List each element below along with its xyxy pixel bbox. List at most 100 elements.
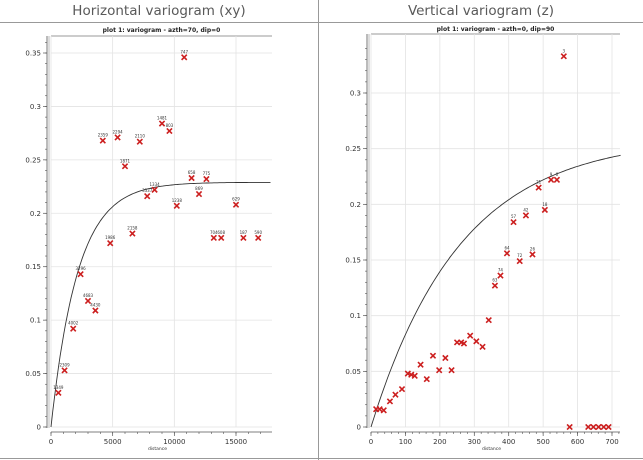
point-marker-stroke bbox=[408, 371, 415, 378]
point-marker-stroke bbox=[376, 406, 383, 413]
point-label: 1871 bbox=[120, 158, 131, 163]
point-label: 2359 bbox=[98, 133, 109, 138]
point-label: 26 bbox=[530, 246, 536, 251]
point-marker-stroke bbox=[473, 338, 480, 345]
point-marker-stroke bbox=[423, 375, 430, 383]
point-marker-stroke bbox=[535, 184, 542, 191]
x-tick-label: 100 bbox=[399, 438, 412, 446]
point-marker-stroke bbox=[386, 398, 394, 405]
data-point bbox=[392, 391, 399, 398]
point-label: 42 bbox=[523, 207, 529, 212]
point-marker-stroke bbox=[77, 271, 84, 278]
data-point: 2110 bbox=[135, 134, 146, 145]
data-point bbox=[485, 316, 492, 324]
point-marker-stroke bbox=[107, 240, 114, 247]
data-point bbox=[466, 332, 474, 339]
data-point bbox=[473, 338, 480, 345]
data-point: 1481 bbox=[157, 116, 168, 127]
y-tick-label: 0.2 bbox=[30, 210, 41, 218]
point-marker-stroke bbox=[429, 352, 437, 359]
data-point bbox=[436, 367, 443, 374]
point-label: 608 bbox=[217, 230, 225, 235]
data-point: 3 bbox=[560, 48, 567, 60]
data-point: 74 bbox=[497, 268, 504, 279]
data-point: 3337 bbox=[142, 188, 153, 200]
point-label: 6 bbox=[556, 172, 559, 177]
data-point bbox=[600, 423, 607, 431]
x-tick-label: 10000 bbox=[163, 438, 185, 446]
x-tick-label: 700 bbox=[605, 438, 618, 446]
data-point: 64 bbox=[503, 245, 511, 257]
data-point bbox=[386, 398, 394, 405]
panel-title-vertical: Vertical variogram (z) bbox=[407, 3, 555, 19]
data-point: 18 bbox=[541, 202, 549, 214]
data-point: 869 bbox=[195, 186, 203, 198]
point-marker-stroke bbox=[595, 423, 602, 431]
x-tick-label: 0 bbox=[369, 438, 373, 446]
point-marker-stroke bbox=[547, 176, 555, 184]
point-label: 1986 bbox=[105, 235, 116, 240]
data-point bbox=[595, 423, 602, 431]
y-tick-label: 0.1 bbox=[30, 317, 41, 325]
point-marker-stroke bbox=[560, 53, 567, 60]
data-point: 1238 bbox=[172, 198, 183, 209]
data-point bbox=[590, 423, 597, 431]
point-marker-stroke bbox=[166, 127, 173, 135]
header-divider bbox=[0, 22, 643, 23]
y-tick-label: 0 bbox=[357, 424, 361, 432]
point-marker-stroke bbox=[136, 138, 143, 145]
point-label: 803 bbox=[166, 123, 174, 128]
x-axis-label: distance bbox=[148, 446, 167, 452]
point-marker-stroke bbox=[121, 163, 129, 170]
data-point: 42 bbox=[522, 207, 530, 219]
point-label: 747 bbox=[180, 49, 188, 54]
point-label: 2110 bbox=[135, 134, 146, 139]
data-point: 1871 bbox=[120, 158, 131, 170]
point-marker-stroke bbox=[436, 367, 443, 374]
point-marker-stroke bbox=[466, 332, 474, 339]
point-marker-stroke bbox=[404, 370, 412, 377]
point-marker-stroke bbox=[479, 343, 486, 351]
point-marker-stroke bbox=[417, 361, 424, 368]
point-marker-stroke bbox=[210, 234, 217, 242]
point-marker-stroke bbox=[151, 186, 158, 193]
x-tick-label: 500 bbox=[536, 438, 549, 446]
y-tick-label: 0.15 bbox=[25, 263, 41, 271]
data-point: 4683 bbox=[83, 293, 94, 305]
point-label: 64 bbox=[504, 245, 510, 250]
point-marker-stroke bbox=[590, 423, 597, 431]
point-marker-stroke bbox=[448, 367, 455, 374]
x-tick-label: 600 bbox=[571, 438, 584, 446]
data-point: 2158 bbox=[127, 226, 138, 237]
data-point bbox=[376, 406, 383, 413]
point-label: 3 bbox=[563, 48, 566, 53]
data-point bbox=[460, 340, 468, 347]
point-label: 1334 bbox=[150, 182, 161, 187]
data-point bbox=[398, 385, 406, 393]
x-tick-label: 5000 bbox=[104, 438, 122, 446]
data-point: 9 bbox=[547, 172, 555, 184]
point-marker-stroke bbox=[605, 423, 612, 431]
point-marker-stroke bbox=[392, 391, 399, 398]
point-marker-stroke bbox=[485, 316, 492, 324]
data-point: 608 bbox=[217, 230, 225, 242]
point-label: 1238 bbox=[172, 198, 183, 203]
point-label: 3337 bbox=[142, 188, 153, 193]
point-marker-stroke bbox=[510, 218, 517, 226]
data-point: 6 bbox=[553, 172, 561, 184]
y-tick-label: 0.05 bbox=[345, 368, 361, 376]
panel-title-horizontal: Horizontal variogram (xy) bbox=[72, 3, 246, 19]
point-marker-stroke bbox=[240, 234, 247, 242]
point-marker-stroke bbox=[380, 407, 387, 414]
point-label: 704 bbox=[210, 230, 218, 235]
data-point: 72 bbox=[516, 253, 523, 265]
data-point bbox=[605, 423, 612, 431]
point-marker-stroke bbox=[553, 176, 561, 184]
point-marker-stroke bbox=[529, 251, 536, 258]
point-marker-stroke bbox=[566, 423, 573, 431]
data-point: 4430 bbox=[90, 303, 101, 314]
point-label: 1349 bbox=[53, 385, 64, 390]
point-marker-stroke bbox=[218, 234, 225, 242]
point-marker-stroke bbox=[232, 201, 240, 208]
